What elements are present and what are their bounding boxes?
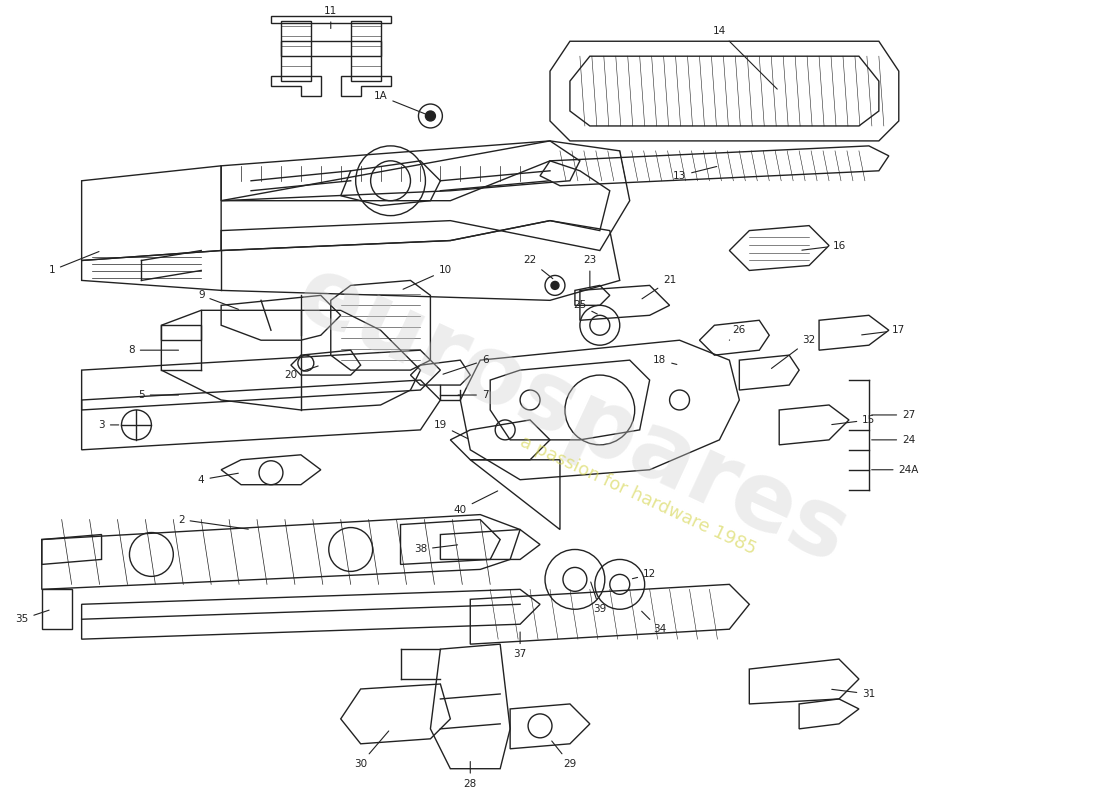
Text: 19: 19 [433,420,468,438]
Text: 1A: 1A [374,91,428,115]
Text: 13: 13 [673,166,717,181]
Text: 23: 23 [583,255,596,288]
Text: 12: 12 [632,570,657,579]
Text: 26: 26 [729,326,746,340]
Text: 24A: 24A [871,465,918,474]
Text: 9: 9 [198,290,239,310]
Text: 14: 14 [713,26,778,89]
Text: 34: 34 [641,611,667,634]
Text: 32: 32 [771,335,816,369]
Text: 3: 3 [98,420,119,430]
Text: 22: 22 [524,255,553,278]
Text: 25: 25 [573,300,597,314]
Text: 16: 16 [802,241,846,250]
Circle shape [551,282,559,290]
Text: 28: 28 [464,762,477,789]
Text: eurospares: eurospares [282,248,862,584]
Text: 11: 11 [324,6,338,29]
Text: 8: 8 [128,345,178,355]
Text: 31: 31 [832,689,876,699]
Text: 27: 27 [871,410,915,420]
Circle shape [298,355,314,371]
Text: a passion for hardware 1985: a passion for hardware 1985 [517,433,759,558]
Text: 17: 17 [861,326,905,335]
Text: 7: 7 [458,390,488,400]
Text: 35: 35 [15,610,50,624]
Text: 29: 29 [552,741,576,769]
Text: 38: 38 [414,545,458,554]
Text: 6: 6 [443,355,488,374]
Text: 30: 30 [354,731,388,769]
Text: 39: 39 [591,582,606,614]
Text: 24: 24 [871,435,915,445]
Text: 18: 18 [653,355,676,365]
Text: 21: 21 [642,275,676,299]
Text: 20: 20 [284,366,318,380]
Text: 5: 5 [139,390,178,400]
Text: 1: 1 [48,251,99,275]
Text: 10: 10 [403,266,452,290]
Text: 15: 15 [832,415,876,425]
Text: 40: 40 [454,491,497,514]
Circle shape [426,111,436,121]
Text: 4: 4 [198,474,239,485]
Text: 37: 37 [514,632,527,659]
Text: 2: 2 [178,514,249,529]
